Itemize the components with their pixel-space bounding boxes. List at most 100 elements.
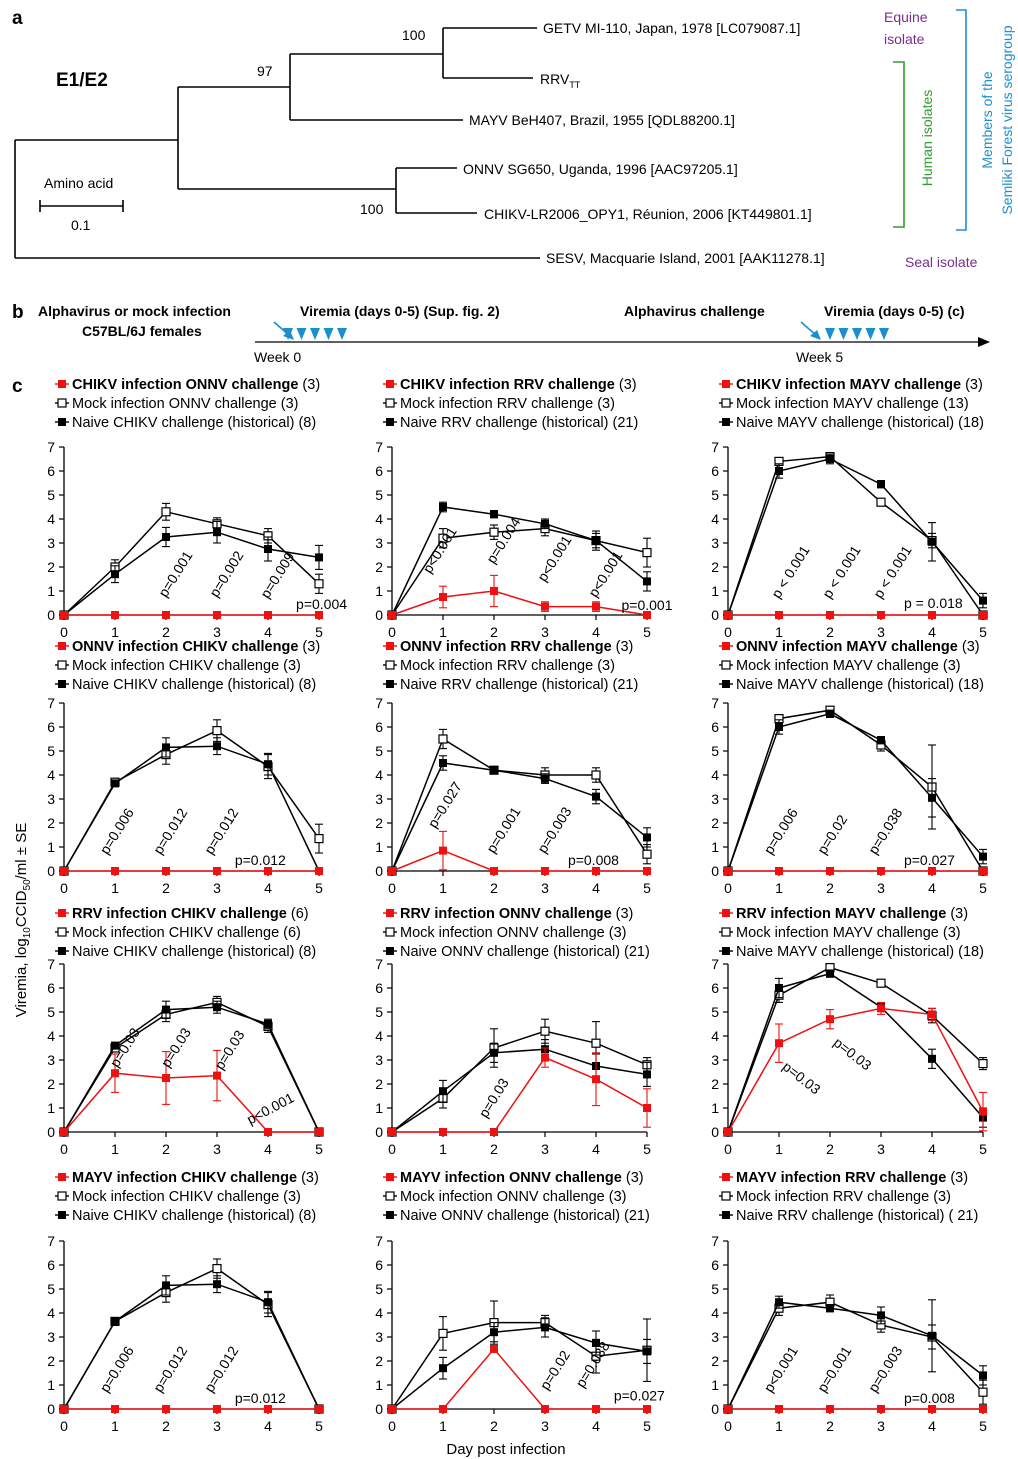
x-tick-label: 4 [928, 1418, 936, 1434]
taxon-label-subscript: TT [569, 80, 580, 90]
legend-entry: Naive CHIKV challenge (historical) (8) [72, 944, 316, 960]
naive-series-line [727, 713, 984, 872]
data-point [775, 467, 783, 475]
y-tick-label: 7 [375, 439, 383, 455]
chart-panel: ONNV infection CHIKV challenge (3)Mock i… [47, 639, 324, 896]
data-point [213, 1405, 221, 1413]
bleed-marker [323, 328, 334, 340]
data-point [439, 1405, 447, 1413]
y-tick-label: 6 [711, 463, 719, 479]
y-tick-label: 0 [47, 863, 55, 879]
legend-entry-count: (3) [929, 1189, 951, 1205]
chart-panel: CHIKV infection RRV challenge (3)Mock in… [375, 377, 673, 640]
legend-marker [386, 680, 394, 688]
y-tick-label: 5 [711, 743, 719, 759]
x-tick-label: 3 [877, 624, 885, 640]
data-point [162, 1074, 170, 1082]
x-tick-label: 3 [213, 1418, 221, 1434]
data-point [314, 579, 324, 589]
data-point [643, 833, 651, 842]
data-point [826, 1304, 834, 1313]
data-point [592, 867, 600, 875]
legend-entry-count: (18) [954, 677, 984, 693]
y-axis-label-sub: 50 [22, 879, 33, 891]
data-point [877, 1405, 885, 1413]
x-tick-label: 3 [213, 880, 221, 896]
timeline-week0: Week 0 [254, 349, 301, 365]
legend-entry-name: Naive CHIKV challenge (historical) [72, 677, 294, 693]
legend-marker [385, 660, 395, 670]
mock-series-line [727, 455, 984, 616]
p-value-label: p=0.006 [760, 805, 801, 857]
y-tick-label: 0 [47, 607, 55, 623]
y-tick-label: 0 [47, 1124, 55, 1140]
p-value-label: p = 0.018 [904, 595, 963, 611]
x-tick-label: 2 [490, 624, 498, 640]
legend-entry: Naive ONNV challenge (historical) (21) [400, 1208, 650, 1224]
y-tick-label: 2 [711, 559, 719, 575]
data-point [439, 1364, 447, 1373]
data-point [928, 537, 936, 546]
x-tick-label: 5 [315, 624, 323, 640]
legend-entry-name: Mock infection RRV challenge [400, 396, 593, 412]
y-tick-label: 1 [711, 1377, 719, 1393]
data-point [877, 867, 885, 875]
data-point [877, 611, 885, 619]
legend-marker [58, 380, 66, 388]
naive-series-line [63, 1006, 320, 1133]
legend-entry-name: Mock infection MAYV challenge [736, 925, 939, 941]
p-value-label: p=0.004 [483, 514, 524, 566]
legend-marker [721, 927, 731, 937]
legend-entry: Naive RRV challenge (historical) (21) [400, 415, 638, 431]
data-point [111, 611, 119, 619]
x-tick-label: 5 [315, 1141, 323, 1157]
data-point [642, 547, 652, 558]
p-value-label: p=0.03 [211, 1027, 248, 1072]
x-tick-label: 1 [111, 1141, 119, 1157]
data-point [212, 725, 222, 736]
legend-entry-count: (8) [294, 415, 316, 431]
legend-entry-name: Naive ONNV challenge (historical) [400, 944, 620, 960]
bleed-marker [879, 328, 889, 340]
legend-entry-count: (3) [615, 377, 637, 393]
data-point [826, 867, 834, 875]
data-point [826, 1015, 834, 1024]
infection-series-line [391, 849, 647, 872]
y-tick-label: 3 [47, 1329, 55, 1345]
data-point [438, 1328, 448, 1339]
data-point [213, 611, 221, 619]
chart-panel: ONNV infection MAYV challenge (3)Mock in… [711, 639, 988, 896]
chart-panel: RRV infection MAYV challenge (3)Mock inf… [711, 906, 988, 1157]
p-value-label: p=0.03 [831, 1034, 875, 1073]
p-value-label: p=0.03 [158, 1025, 195, 1070]
data-point [643, 577, 651, 586]
data-point [388, 1128, 396, 1136]
timeline-week5: Week 5 [796, 349, 843, 365]
y-tick-label: 4 [711, 1305, 719, 1321]
timeline-viremia-label: Viremia (days 0-5) (c) [824, 303, 965, 319]
legend-entry-count: (3) [593, 396, 615, 412]
legend-entry: CHIKV infection ONNV challenge (3) [72, 377, 320, 393]
data-point [162, 867, 170, 875]
legend-marker [722, 909, 730, 917]
data-point [643, 867, 651, 875]
data-point [876, 497, 886, 507]
legend-entry-name: Naive RRV challenge (historical) [400, 415, 608, 431]
data-point [643, 1347, 651, 1356]
legend-entry-name: Naive MAYV challenge (historical) [736, 677, 954, 693]
y-tick-label: 6 [711, 719, 719, 735]
y-tick-label: 5 [375, 1004, 383, 1020]
p-value-label: p < 0.001 [870, 542, 915, 601]
naive-series-line [63, 531, 320, 616]
legend-entry: Naive MAYV challenge (historical) (18) [736, 677, 984, 693]
data-point [388, 1405, 396, 1413]
naive-series-line [391, 762, 648, 872]
timeline-challenge-label: Alphavirus challenge [624, 303, 765, 319]
chart-panel: MAYV infection RRV challenge (3)Mock inf… [711, 1170, 988, 1434]
y-tick-label: 1 [375, 1377, 383, 1393]
data-point [490, 1048, 498, 1057]
data-point [162, 611, 170, 619]
y-tick-label: 1 [711, 1100, 719, 1116]
legend-entry-count: (8) [294, 1208, 316, 1224]
legend-marker [58, 947, 66, 955]
